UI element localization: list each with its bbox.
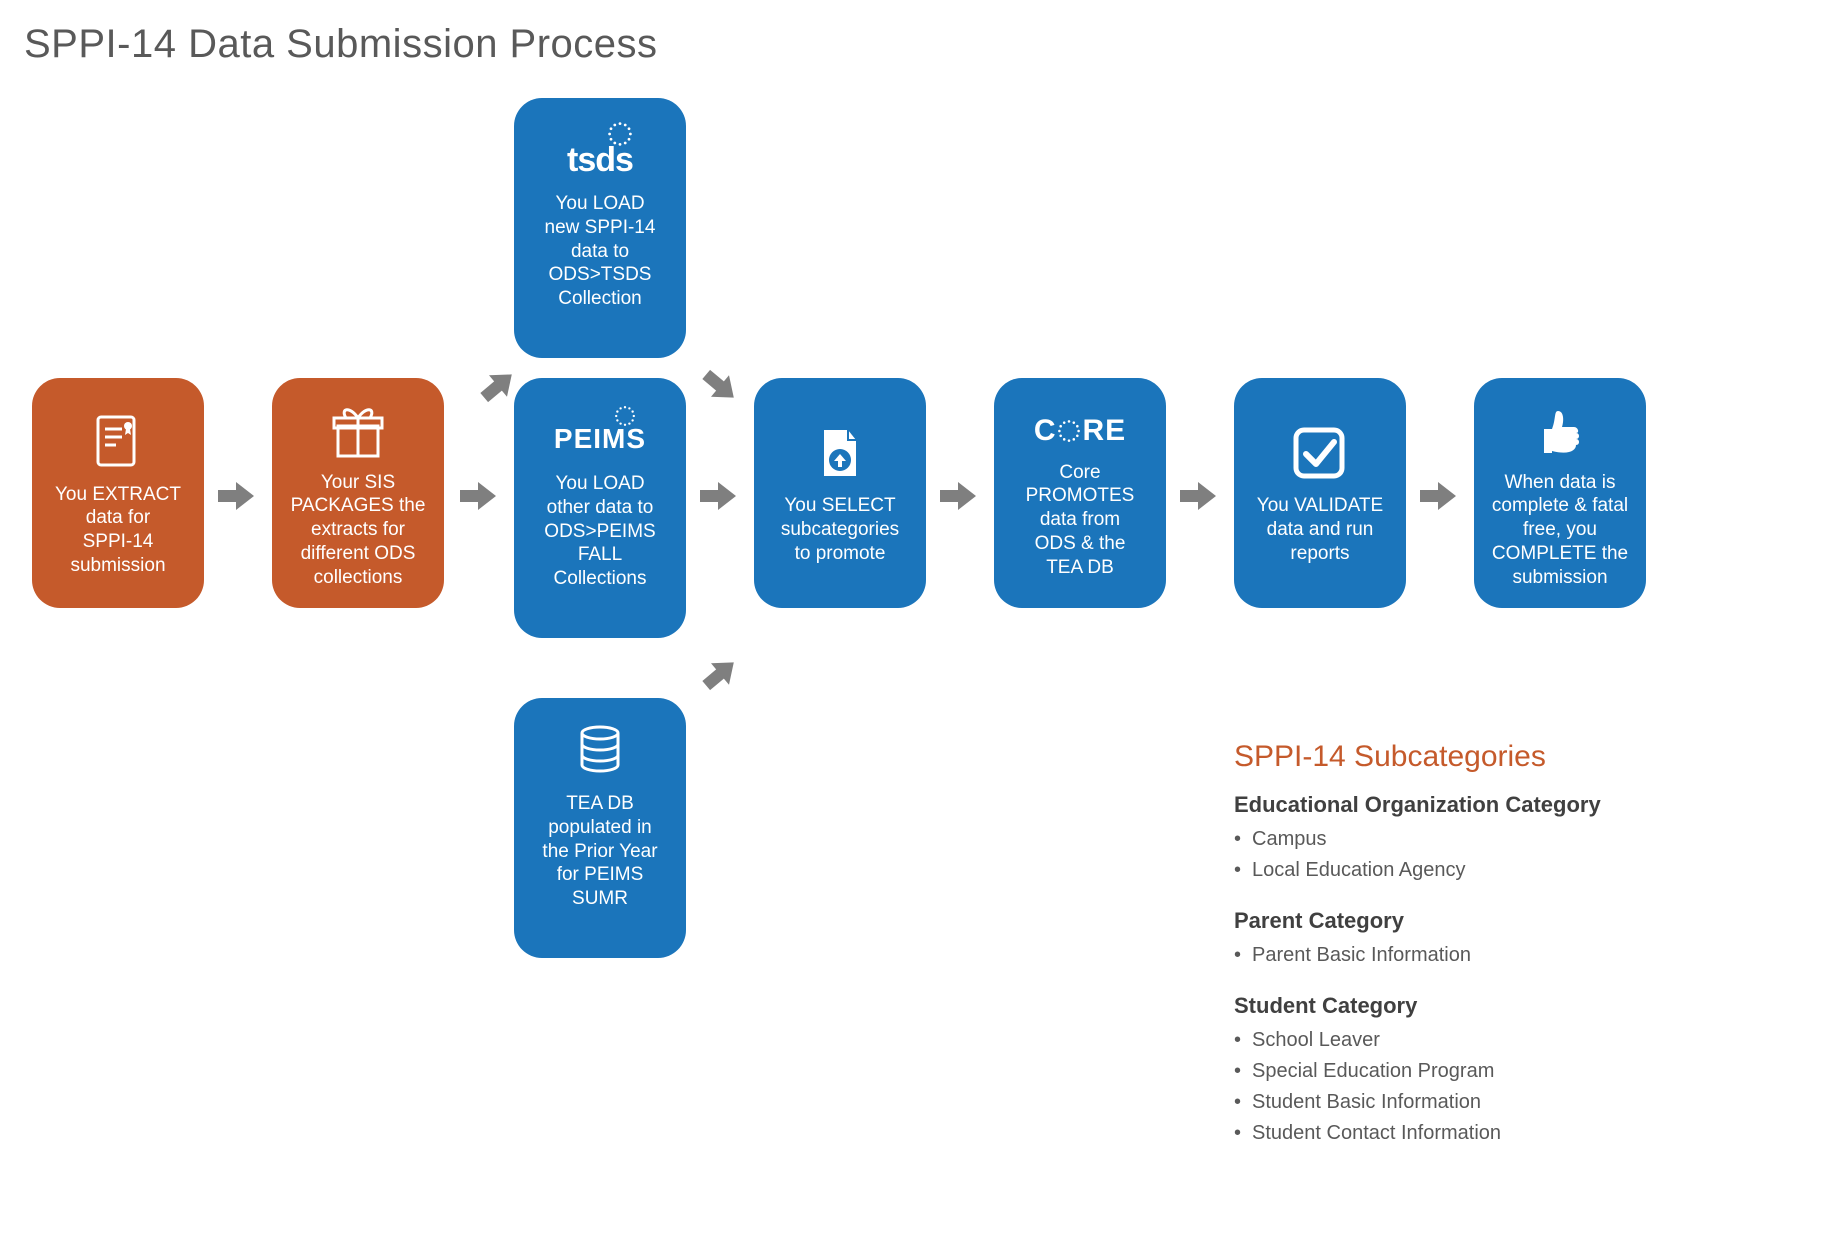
- subcategory-item: Special Education Program: [1234, 1056, 1754, 1087]
- box-select-label: You SELECT subcategories to promote: [781, 494, 899, 565]
- subcategory-heading: Student Category: [1234, 993, 1754, 1019]
- box-core-label: Core PROMOTES data from ODS & the TEA DB: [1026, 461, 1135, 580]
- box-validate-label: You VALIDATE data and run reports: [1257, 494, 1383, 565]
- gift-icon: [330, 399, 386, 463]
- subcategory-item: Student Basic Information: [1234, 1087, 1754, 1118]
- thumb-icon: [1532, 399, 1588, 463]
- arrow-icon: [458, 480, 498, 512]
- box-tsds-label: You LOAD new SPPI-14 data to ODS>TSDS Co…: [545, 192, 656, 311]
- box-package: Your SIS PACKAGES the extracts for diffe…: [272, 378, 444, 608]
- box-peims: PEIMS You LOAD other data to ODS>PEIMS F…: [514, 378, 686, 638]
- box-validate: You VALIDATE data and run reports: [1234, 378, 1406, 608]
- peims-logo-icon: PEIMS: [554, 394, 646, 466]
- box-extract-label: You EXTRACT data for SPPI-14 submission: [55, 483, 181, 578]
- arrow-icon: [938, 480, 978, 512]
- subcategory-list: Parent Basic Information: [1234, 940, 1754, 971]
- page-title: SPPI-14 Data Submission Process: [24, 22, 658, 67]
- subcategory-heading: Parent Category: [1234, 908, 1754, 934]
- subcategories-title: SPPI-14 Subcategories: [1234, 740, 1754, 774]
- core-logo-icon: CRE: [1034, 409, 1126, 453]
- arrow-icon: [216, 480, 256, 512]
- box-select: You SELECT subcategories to promote: [754, 378, 926, 608]
- subcategory-item: School Leaver: [1234, 1025, 1754, 1056]
- box-core: CRE Core PROMOTES data from ODS & the TE…: [994, 378, 1166, 608]
- box-extract: You EXTRACT data for SPPI-14 submission: [32, 378, 204, 608]
- arrow-icon: [694, 649, 745, 699]
- box-teadb-label: TEA DB populated in the Prior Year for P…: [542, 792, 657, 911]
- arrow-icon: [1178, 480, 1218, 512]
- subcategory-list: CampusLocal Education Agency: [1234, 824, 1754, 886]
- database-icon: [574, 714, 626, 786]
- subcategories-panel: SPPI-14 Subcategories Educational Organi…: [1234, 740, 1754, 1171]
- arrow-icon: [1418, 480, 1458, 512]
- box-peims-label: You LOAD other data to ODS>PEIMS FALL Co…: [544, 472, 655, 591]
- subcategory-item: Local Education Agency: [1234, 855, 1754, 886]
- box-complete-label: When data is complete & fatal free, you …: [1492, 471, 1628, 590]
- box-complete: When data is complete & fatal free, you …: [1474, 378, 1646, 608]
- arrow-icon: [694, 361, 745, 411]
- box-tsds: tsds You LOAD new SPPI-14 data to ODS>TS…: [514, 98, 686, 358]
- arrow-icon: [698, 480, 738, 512]
- subcategory-list: School LeaverSpecial Education ProgramSt…: [1234, 1025, 1754, 1149]
- document-icon: [92, 411, 144, 475]
- upload-icon: [814, 422, 866, 486]
- tsds-logo-icon: tsds: [565, 114, 635, 186]
- checkbox-icon: [1292, 422, 1348, 486]
- subcategory-item: Campus: [1234, 824, 1754, 855]
- subcategory-item: Student Contact Information: [1234, 1118, 1754, 1149]
- subcategory-item: Parent Basic Information: [1234, 940, 1754, 971]
- subcategory-heading: Educational Organization Category: [1234, 792, 1754, 818]
- box-teadb: TEA DB populated in the Prior Year for P…: [514, 698, 686, 958]
- box-package-label: Your SIS PACKAGES the extracts for diffe…: [291, 471, 426, 590]
